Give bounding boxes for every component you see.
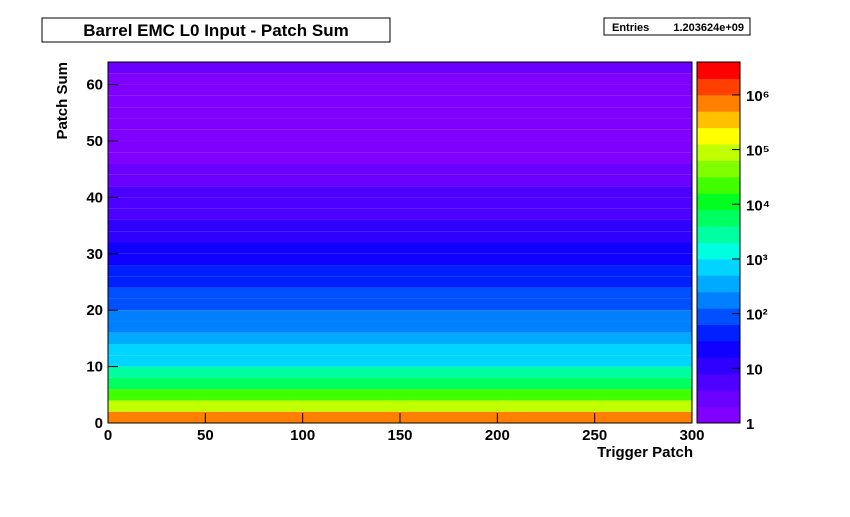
heatmap-cell (108, 276, 692, 288)
heatmap-cell (108, 231, 692, 243)
heatmap-cell (108, 152, 692, 164)
stats-box (603, 17, 751, 36)
z-tick-label: 10⁵ (746, 143, 770, 160)
color-scale-swatch (697, 94, 740, 112)
heatmap-cell (108, 287, 692, 299)
heatmap-cell (108, 298, 692, 311)
heatmap-cell (108, 174, 692, 187)
heatmap-cell (108, 400, 692, 412)
x-tick-label: 250 (582, 427, 607, 444)
heatmap-cell (108, 84, 692, 96)
color-scale-swatch (697, 242, 740, 260)
z-tick-label: 1 (746, 416, 754, 433)
color-scale-swatch (697, 258, 740, 276)
x-axis-title: Trigger Patch (597, 444, 693, 461)
heatmap-cell (108, 377, 692, 390)
x-tick-label: 0 (104, 427, 112, 444)
heatmap-cell (108, 310, 692, 322)
x-tick-label: 300 (679, 427, 704, 444)
z-tick-label: 10³ (746, 252, 768, 269)
color-scale-swatch (697, 291, 740, 309)
color-scale-swatch (697, 308, 740, 326)
heatmap-cell (108, 140, 692, 153)
title-box (41, 17, 391, 43)
z-tick-label: 10 (746, 361, 763, 378)
stats-value: 1.203624e+09 (673, 22, 744, 34)
y-tick-label: 30 (86, 246, 103, 263)
color-scale-swatch (697, 390, 740, 408)
color-scale-swatch (697, 127, 740, 145)
color-scale-swatch (697, 78, 740, 96)
color-scale-swatch (697, 226, 740, 243)
color-scale-swatch (697, 324, 740, 342)
heatmap-cell (108, 73, 692, 85)
color-scale-swatch (697, 160, 740, 178)
color-scale-swatch (697, 357, 740, 375)
y-tick-label: 60 (86, 77, 103, 94)
heatmap-cell (108, 186, 692, 198)
heatmap-cell (108, 253, 692, 266)
color-scale-swatch (697, 373, 740, 391)
color-scale-swatch (697, 144, 740, 161)
heatmap-cell (108, 95, 692, 108)
x-tick-label: 50 (197, 427, 214, 444)
heatmap-cell (108, 163, 692, 175)
y-tick-label: 40 (86, 189, 103, 206)
color-scale-swatch (697, 340, 740, 358)
heatmap-cell (108, 355, 692, 367)
heatmap-cell (108, 344, 692, 356)
color-scale-swatch (697, 209, 740, 227)
color-scale-swatch (697, 176, 740, 194)
stats-name: Entries (612, 22, 649, 34)
heatmap-cell (108, 321, 692, 333)
x-tick-label: 200 (485, 427, 510, 444)
x-tick-label: 150 (387, 427, 412, 444)
chart-title: Barrel EMC L0 Input - Patch Sum (83, 21, 348, 40)
z-tick-label: 10⁶ (746, 88, 770, 105)
heatmap-cell (108, 265, 692, 277)
y-axis-title: Patch Sum (54, 62, 71, 140)
color-scale-frame (696, 61, 741, 424)
color-scale-swatch (697, 62, 740, 79)
heatmap-cell (108, 332, 692, 345)
heatmap-cell (108, 62, 692, 74)
heatmap-cell (108, 129, 692, 141)
x-tick-label: 100 (290, 427, 315, 444)
heatmap-cell (108, 389, 692, 401)
heatmap-cell (108, 208, 692, 220)
y-tick-label: 50 (86, 133, 103, 150)
y-tick-label: 20 (86, 302, 103, 319)
heatmap-cell (108, 242, 692, 254)
y-tick-label: 10 (86, 359, 103, 376)
color-scale-swatch (697, 193, 740, 211)
z-tick-label: 10² (746, 307, 768, 324)
color-scale-swatch (697, 111, 740, 129)
heatmap-cell (108, 197, 692, 209)
color-scale-swatch (697, 406, 740, 424)
heatmap-cell (108, 118, 692, 130)
heatmap-cell (108, 366, 692, 378)
y-tick-label: 0 (95, 415, 103, 432)
z-tick-label: 10⁴ (746, 197, 770, 214)
heatmap-cell (108, 219, 692, 232)
heatmap-cell (108, 107, 692, 119)
color-scale-swatch (697, 275, 740, 293)
